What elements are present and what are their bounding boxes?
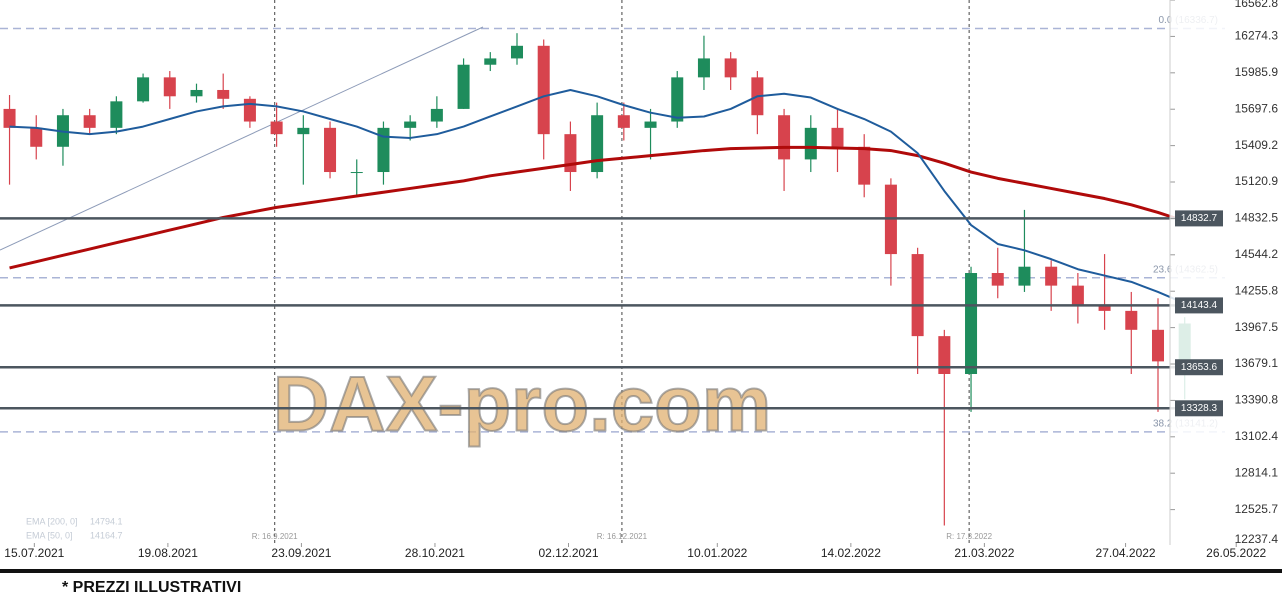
footer-bar bbox=[0, 569, 1282, 573]
candle-body bbox=[1071, 285, 1084, 305]
candle-body bbox=[510, 45, 524, 59]
level-label: 13653.6 bbox=[1181, 362, 1218, 373]
candle-body bbox=[1045, 266, 1058, 286]
candle-body bbox=[831, 127, 844, 147]
x-tick-label: 10.01.2022 bbox=[687, 546, 747, 560]
candle-body bbox=[537, 45, 550, 135]
y-tick-label: 15409.2 bbox=[1235, 138, 1279, 152]
y-tick-label: 14832.5 bbox=[1235, 211, 1279, 225]
level-tag bbox=[1175, 210, 1223, 227]
y-tick-label: 13967.5 bbox=[1235, 320, 1279, 334]
candle-body bbox=[644, 121, 657, 128]
x-tick-label: 02.12.2021 bbox=[538, 546, 598, 560]
candle-body bbox=[591, 115, 604, 173]
candle-body bbox=[297, 127, 310, 135]
ref-label: R: 16.12.2021 bbox=[597, 532, 648, 541]
x-tick-label: 14.02.2022 bbox=[821, 546, 881, 560]
legend-name: EMA [200, 0] bbox=[26, 516, 78, 526]
candle-body bbox=[671, 77, 684, 122]
trend-line bbox=[0, 26, 484, 251]
footnote: * PREZZI ILLUSTRATIVI bbox=[62, 579, 241, 596]
level-label: 13328.3 bbox=[1181, 403, 1218, 414]
candle-body bbox=[1151, 329, 1165, 362]
candle-body bbox=[457, 64, 470, 109]
level-label: 14143.4 bbox=[1181, 300, 1218, 311]
candle-body bbox=[804, 127, 817, 160]
level-tag bbox=[1175, 297, 1223, 314]
candle-body bbox=[965, 273, 978, 374]
legend-name: EMA [50, 0] bbox=[26, 530, 73, 540]
ema-line bbox=[9, 88, 1186, 305]
y-tick-label: 16562.8 bbox=[1235, 0, 1279, 10]
candle-body bbox=[110, 101, 123, 128]
watermark: DAX-pro.com bbox=[273, 360, 771, 448]
y-tick-label: 14255.8 bbox=[1235, 283, 1279, 297]
candle-body bbox=[137, 77, 150, 102]
y-tick-label: 12814.1 bbox=[1235, 465, 1279, 479]
y-tick-label: 14544.2 bbox=[1235, 247, 1279, 261]
level-label: 14832.7 bbox=[1181, 213, 1218, 224]
grid-layer: R: 16.9.2021 R: 16.12.2021 R: 17.3.2022 bbox=[0, 0, 1225, 545]
candle-body bbox=[324, 127, 337, 173]
legend-value: 14794.1 bbox=[90, 516, 123, 526]
candle-body bbox=[404, 121, 417, 128]
candle-body bbox=[778, 115, 791, 160]
x-axis-bg bbox=[0, 545, 1282, 565]
candle-body bbox=[190, 89, 203, 97]
level-tag bbox=[1175, 359, 1223, 376]
candle-body bbox=[617, 115, 630, 128]
axis-layer: 12237.4 12525.7 12814.1 13102.4 13390.8 13679… bbox=[0, 0, 1282, 565]
ref-label: R: 17.3.2022 bbox=[946, 532, 992, 541]
candle-body bbox=[991, 273, 1004, 286]
candle-body bbox=[217, 89, 230, 99]
y-tick-label: 13679.1 bbox=[1235, 356, 1279, 370]
candle-body bbox=[3, 108, 16, 128]
x-tick-label: 26.05.2022 bbox=[1206, 546, 1266, 560]
price-axis-bg bbox=[1170, 0, 1282, 545]
ref-label: R: 16.9.2021 bbox=[252, 532, 298, 541]
legend-value: 14164.7 bbox=[90, 530, 123, 540]
y-tick-label: 15120.9 bbox=[1235, 174, 1279, 188]
candle-body bbox=[30, 127, 43, 147]
candle-body bbox=[938, 336, 951, 374]
x-tick-label: 23.09.2021 bbox=[271, 546, 331, 560]
candle-body bbox=[911, 254, 924, 337]
candle-body bbox=[270, 121, 283, 135]
candle-body bbox=[83, 115, 96, 128]
plot-layer bbox=[3, 33, 1191, 526]
ema-line bbox=[9, 145, 1186, 270]
x-tick-label: 27.04.2022 bbox=[1096, 546, 1156, 560]
y-tick-label: 13102.4 bbox=[1235, 429, 1279, 443]
candle-body bbox=[1018, 266, 1031, 286]
candle-body bbox=[724, 58, 737, 78]
candle-body bbox=[243, 98, 256, 122]
candle-body bbox=[430, 108, 443, 122]
y-tick-label: 12237.4 bbox=[1235, 532, 1279, 546]
x-tick-label: 28.10.2021 bbox=[405, 546, 465, 560]
candle-body bbox=[163, 77, 176, 97]
candle-body bbox=[377, 127, 390, 173]
y-tick-label: 16274.3 bbox=[1235, 29, 1279, 43]
candle-body bbox=[1098, 304, 1111, 311]
y-tick-label: 13390.8 bbox=[1235, 393, 1279, 407]
x-tick-label: 21.03.2022 bbox=[954, 546, 1014, 560]
x-tick-label: 15.07.2021 bbox=[4, 546, 64, 560]
candle-body bbox=[697, 58, 710, 78]
candle-body bbox=[484, 58, 497, 65]
level-tag bbox=[1175, 400, 1223, 417]
y-tick-label: 12525.7 bbox=[1235, 502, 1279, 516]
x-tick-label: 19.08.2021 bbox=[138, 546, 198, 560]
y-tick-label: 15985.9 bbox=[1235, 65, 1279, 79]
y-tick-label: 15697.6 bbox=[1235, 101, 1279, 115]
candle-body bbox=[858, 146, 871, 185]
candle-body bbox=[1125, 310, 1138, 330]
candle-body bbox=[350, 172, 363, 174]
